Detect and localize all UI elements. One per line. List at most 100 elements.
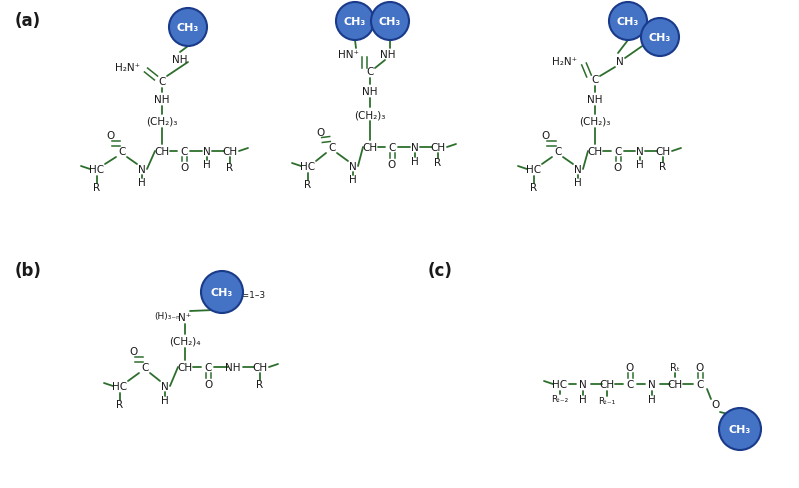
Text: NH: NH xyxy=(380,50,396,60)
Text: (CH₂)₄: (CH₂)₄ xyxy=(169,336,201,346)
Text: O: O xyxy=(711,399,719,409)
Text: (CH₂)₃: (CH₂)₃ xyxy=(354,110,386,120)
Circle shape xyxy=(641,19,679,57)
Text: CH: CH xyxy=(363,142,378,153)
Text: C: C xyxy=(328,142,336,153)
Text: O: O xyxy=(204,379,212,389)
Text: CH₃: CH₃ xyxy=(617,17,639,27)
Text: H: H xyxy=(349,175,357,184)
Text: N: N xyxy=(411,142,419,153)
Text: R: R xyxy=(93,183,101,193)
Text: C: C xyxy=(626,379,634,389)
Text: CH: CH xyxy=(154,147,169,157)
Circle shape xyxy=(336,3,374,41)
Text: C: C xyxy=(614,147,622,157)
Text: (CH₂)₃: (CH₂)₃ xyxy=(579,117,610,127)
Text: R: R xyxy=(531,183,538,193)
Text: C: C xyxy=(141,362,149,372)
Text: O: O xyxy=(316,128,324,138)
Text: R: R xyxy=(304,180,312,190)
Text: CH₃: CH₃ xyxy=(344,17,366,27)
Text: N: N xyxy=(161,381,169,391)
Text: (c): (c) xyxy=(428,262,453,280)
Text: CH₃: CH₃ xyxy=(177,23,199,33)
Text: H: H xyxy=(411,157,419,167)
Text: C: C xyxy=(388,142,396,153)
Text: H: H xyxy=(203,160,211,170)
Text: CH₃: CH₃ xyxy=(729,424,751,434)
Text: N⁺: N⁺ xyxy=(178,312,192,323)
Text: NH: NH xyxy=(362,87,378,97)
Text: O: O xyxy=(180,163,188,173)
Text: N: N xyxy=(574,164,582,175)
Text: R: R xyxy=(435,158,442,168)
Text: NH: NH xyxy=(225,362,240,372)
Text: CH₃: CH₃ xyxy=(379,17,401,27)
Text: R: R xyxy=(117,399,124,409)
Text: HC: HC xyxy=(527,164,542,175)
Text: C: C xyxy=(591,75,598,85)
Text: CH: CH xyxy=(599,379,614,389)
Text: N: N xyxy=(648,379,656,389)
Text: N: N xyxy=(636,147,644,157)
Text: CH: CH xyxy=(222,147,237,157)
Text: H: H xyxy=(138,178,146,187)
Text: C: C xyxy=(181,147,188,157)
Text: CH: CH xyxy=(655,147,670,157)
Text: NH: NH xyxy=(173,55,188,65)
Text: CH: CH xyxy=(667,379,682,389)
Text: CH: CH xyxy=(252,362,268,372)
Text: NH: NH xyxy=(587,95,602,105)
Text: HC: HC xyxy=(552,379,567,389)
Text: H: H xyxy=(161,395,169,405)
Text: N: N xyxy=(579,379,587,389)
Text: C: C xyxy=(205,362,212,372)
Text: H: H xyxy=(574,178,582,187)
Text: (CH₂)₃: (CH₂)₃ xyxy=(146,117,177,127)
Text: (a): (a) xyxy=(15,12,41,30)
Circle shape xyxy=(169,9,207,47)
Text: Rₜ: Rₜ xyxy=(670,362,680,372)
Circle shape xyxy=(719,408,761,450)
Text: C: C xyxy=(158,77,165,87)
Text: H₂N⁺: H₂N⁺ xyxy=(115,63,141,73)
Text: ₙ=1–3: ₙ=1–3 xyxy=(238,290,265,299)
Text: (H)₃₋ₙ: (H)₃₋ₙ xyxy=(154,311,180,320)
Text: O: O xyxy=(614,163,622,173)
Text: C: C xyxy=(696,379,704,389)
Text: N: N xyxy=(349,162,357,172)
Text: R: R xyxy=(226,163,233,173)
Circle shape xyxy=(609,3,647,41)
Text: C: C xyxy=(366,67,374,77)
Text: O: O xyxy=(541,131,549,141)
Text: HC: HC xyxy=(113,381,128,391)
Text: O: O xyxy=(106,131,114,141)
Text: Rₜ₋₁: Rₜ₋₁ xyxy=(598,397,615,406)
Text: N: N xyxy=(616,57,624,67)
Text: Rₜ₋₂: Rₜ₋₂ xyxy=(551,395,569,404)
Text: CH: CH xyxy=(587,147,602,157)
Text: C: C xyxy=(555,147,562,157)
Text: R: R xyxy=(256,379,264,389)
Text: O: O xyxy=(388,160,396,170)
Text: CH: CH xyxy=(177,362,193,372)
Text: H: H xyxy=(579,394,587,404)
Text: H: H xyxy=(636,160,644,170)
Text: H₂N⁺: H₂N⁺ xyxy=(552,57,578,67)
Text: H: H xyxy=(648,394,656,404)
Text: CH₃: CH₃ xyxy=(211,287,233,297)
Text: O: O xyxy=(129,346,137,356)
Text: CH₃: CH₃ xyxy=(649,33,671,43)
Text: HN⁺: HN⁺ xyxy=(337,50,359,60)
Text: O: O xyxy=(696,362,704,372)
Text: N: N xyxy=(203,147,211,157)
Circle shape xyxy=(201,271,243,313)
Text: R: R xyxy=(659,162,666,172)
Text: C: C xyxy=(118,147,125,157)
Text: O: O xyxy=(626,362,634,372)
Text: N: N xyxy=(138,164,146,175)
Text: NH: NH xyxy=(154,95,169,105)
Text: CH: CH xyxy=(431,142,446,153)
Text: HC: HC xyxy=(89,164,105,175)
Circle shape xyxy=(371,3,409,41)
